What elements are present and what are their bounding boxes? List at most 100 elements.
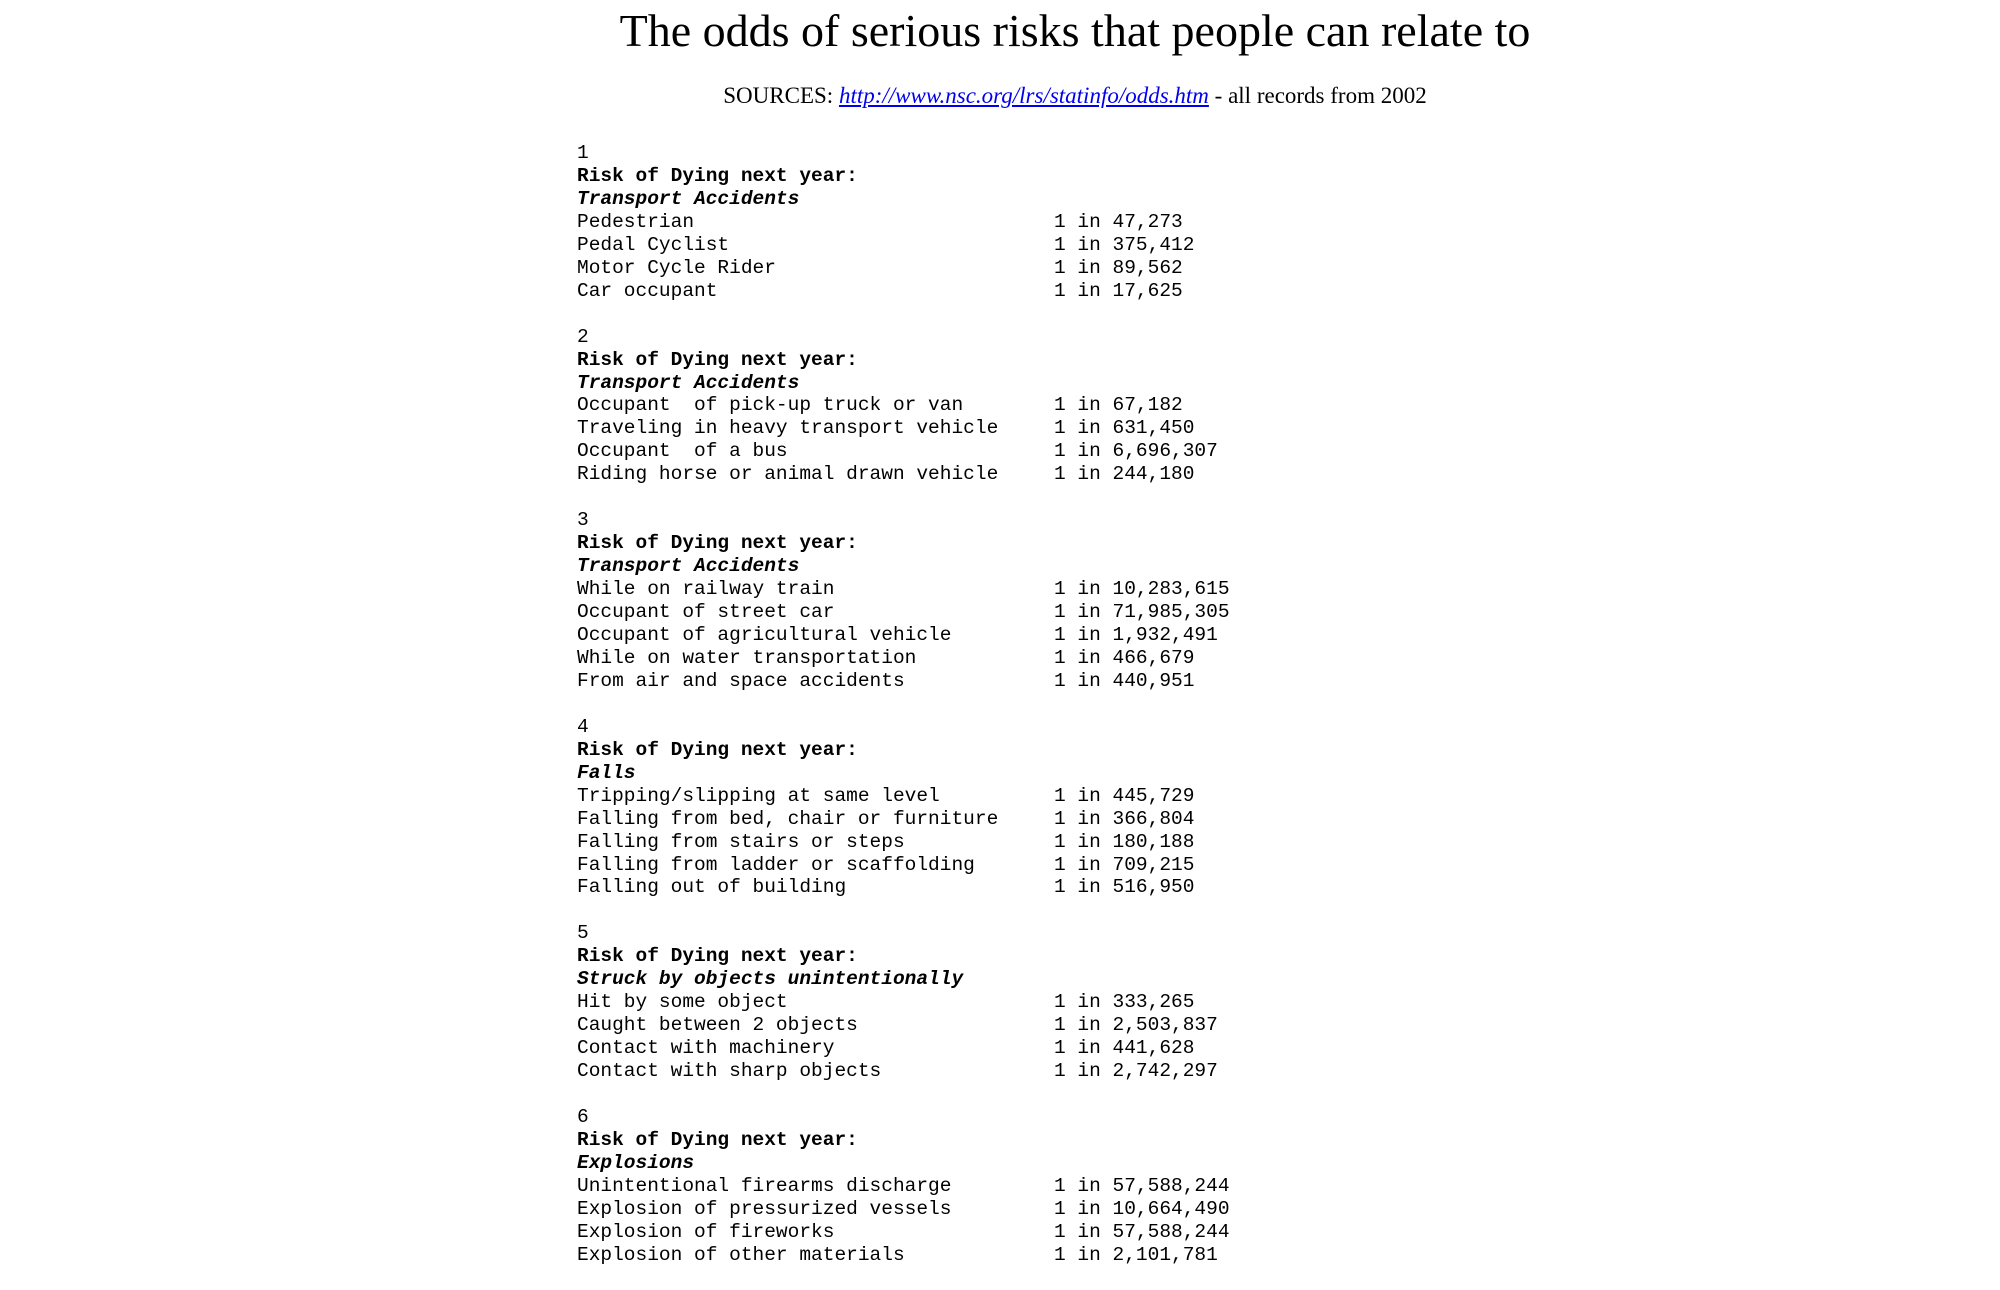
risk-row: Explosion of fireworks 1 in 57,588,244 [577,1221,1230,1244]
risk-label: Unintentional firearms discharge [577,1174,952,1197]
risk-label: Falling from bed, chair or furniture [577,807,999,830]
risk-odds: 1 in 2,742,297 [1054,1060,1218,1083]
risk-odds: 1 in 516,950 [1054,876,1195,899]
risk-odds: 1 in 47,273 [1054,210,1183,233]
risk-label: Hit by some object [577,991,788,1014]
section-category: Struck by objects unintentionally [577,968,964,991]
sources-suffix: - all records from 2002 [1214,83,1427,108]
sections: 1 Risk of Dying next year: Transport Accid… [577,142,1230,1290]
risk-row: Explosion of other materials 1 in 2,101,7… [577,1244,1230,1267]
risk-label: Contact with machinery [577,1037,835,1060]
sources-label: SOURCES: [723,83,834,108]
section-category: Falls [577,761,636,784]
risk-label: Caught between 2 objects [577,1014,858,1037]
risk-odds: 1 in 445,729 [1054,784,1195,807]
section: 3 Risk of Dying next year: Transport Accid… [577,509,1230,693]
risk-odds: 1 in 2,503,837 [1054,1014,1218,1037]
risk-label: Contact with sharp objects [577,1060,882,1083]
risk-label: Occupant of a bus [577,440,788,463]
risk-label: While on railway train [577,578,835,601]
risk-odds: 1 in 180,188 [1054,830,1195,853]
risk-row: Pedestrian 1 in 47,273 [577,211,1230,234]
risk-odds: 1 in 17,625 [1054,279,1183,302]
section-category: Transport Accidents [577,555,800,578]
risk-label: Falling from stairs or steps [577,830,905,853]
section-number: 6 [577,1105,589,1128]
risk-row: Unintentional firearms discharge 1 in 57,… [577,1175,1230,1198]
section-number: 4 [577,715,589,738]
section-heading: Risk of Dying next year: [577,945,858,968]
section-heading: Risk of Dying next year: [577,532,858,555]
risk-odds: 1 in 10,283,615 [1054,578,1230,601]
section: 6 Risk of Dying next year: Explosions Unint… [577,1106,1230,1267]
title: The odds of serious risks that people ca… [619,5,1531,56]
risk-row: While on railway train 1 in 10,283,615 [577,578,1230,601]
risk-odds: 1 in 375,412 [1054,233,1195,256]
risk-row: Falling from stairs or steps 1 in 180,188 [577,831,1230,854]
section-number: 3 [577,509,589,532]
risk-odds: 1 in 631,450 [1054,417,1195,440]
risk-label: Car occupant [577,279,718,302]
risk-label: Occupant of agricultural vehicle [577,623,952,646]
risk-label: Pedal Cyclist [577,233,730,256]
risk-row: Falling out of building 1 in 516,950 [577,876,1230,899]
risk-odds: 1 in 366,804 [1054,807,1195,830]
risk-row: While on water transportation 1 in 466,67… [577,647,1230,670]
section-number: 5 [577,922,589,945]
section-category: Explosions [577,1151,695,1174]
section-category: Transport Accidents [577,371,800,394]
risk-odds: 1 in 67,182 [1054,394,1183,417]
section-heading: Risk of Dying next year: [577,348,858,371]
section: 4 Risk of Dying next year: Falls Tripping/s… [577,716,1230,900]
risk-label: Traveling in heavy transport vehicle [577,417,999,440]
risk-row: Tripping/slipping at same level 1 in 445,… [577,785,1230,808]
risk-row: Pedal Cyclist 1 in 375,412 [577,234,1230,257]
risk-label: From air and space accidents [577,669,905,692]
risk-odds: 1 in 71,985,305 [1054,601,1230,624]
risk-odds: 1 in 440,951 [1054,669,1195,692]
risk-label: Motor Cycle Rider [577,256,776,279]
risk-odds: 1 in 89,562 [1054,256,1183,279]
risk-odds: 1 in 709,215 [1054,853,1195,876]
risk-row: Riding horse or animal drawn vehicle 1 in… [577,463,1230,486]
risk-label: Occupant of street car [577,601,835,624]
risk-row: Falling from ladder or scaffolding 1 in 7… [577,854,1230,877]
risk-label: Occupant of pick-up truck or van [577,394,964,417]
section-heading: Risk of Dying next year: [577,1128,858,1151]
section-category: Transport Accidents [577,187,800,210]
source-link[interactable]: http://www.nsc.org/lrs/statinfo/odds.htm [838,83,1209,108]
risk-label: Explosion of fireworks [577,1220,835,1243]
risk-odds: 1 in 1,932,491 [1054,623,1218,646]
risk-label: Tripping/slipping at same level [577,784,940,807]
risk-row: From air and space accidents 1 in 440,951 [577,670,1230,693]
risk-odds: 1 in 6,696,307 [1054,440,1218,463]
risk-row: Hit by some object 1 in 333,265 [577,991,1230,1014]
risk-label: Riding horse or animal drawn vehicle [577,463,999,486]
risk-odds: 1 in 57,588,244 [1054,1220,1230,1243]
risk-label: Falling from ladder or scaffolding [577,853,975,876]
section-number: 2 [577,325,589,348]
risk-label: Falling out of building [577,876,847,899]
risk-odds: 1 in 466,679 [1054,646,1195,669]
risk-odds: 1 in 441,628 [1054,1037,1195,1060]
risk-row: Caught between 2 objects 1 in 2,503,837 [577,1014,1230,1037]
risk-row: Contact with sharp objects 1 in 2,742,297 [577,1060,1230,1083]
section-heading: Risk of Dying next year: [577,164,858,187]
risk-row: Explosion of pressurized vessels 1 in 10,… [577,1198,1230,1221]
risk-odds: 1 in 57,588,244 [1054,1174,1230,1197]
risk-row: Car occupant 1 in 17,625 [577,280,1230,303]
risk-odds: 1 in 10,664,490 [1054,1197,1230,1220]
risk-label: Pedestrian [577,210,695,233]
risk-row: Occupant of street car 1 in 71,985,305 [577,601,1230,624]
risk-row: Traveling in heavy transport vehicle 1 in… [577,417,1230,440]
section: 1 Risk of Dying next year: Transport Accid… [577,142,1230,303]
risk-odds: 1 in 2,101,781 [1054,1243,1218,1266]
risk-row: Occupant of pick-up truck or van 1 in 67,… [577,394,1230,417]
risk-row: Falling from bed, chair or furniture 1 in… [577,808,1230,831]
section-heading: Risk of Dying next year: [577,738,858,761]
risk-odds: 1 in 333,265 [1054,991,1195,1014]
risk-row: Occupant of agricultural vehicle 1 in 1,9… [577,624,1230,647]
section: 2 Risk of Dying next year: Transport Accid… [577,326,1230,487]
risk-row: Contact with machinery 1 in 441,628 [577,1037,1230,1060]
